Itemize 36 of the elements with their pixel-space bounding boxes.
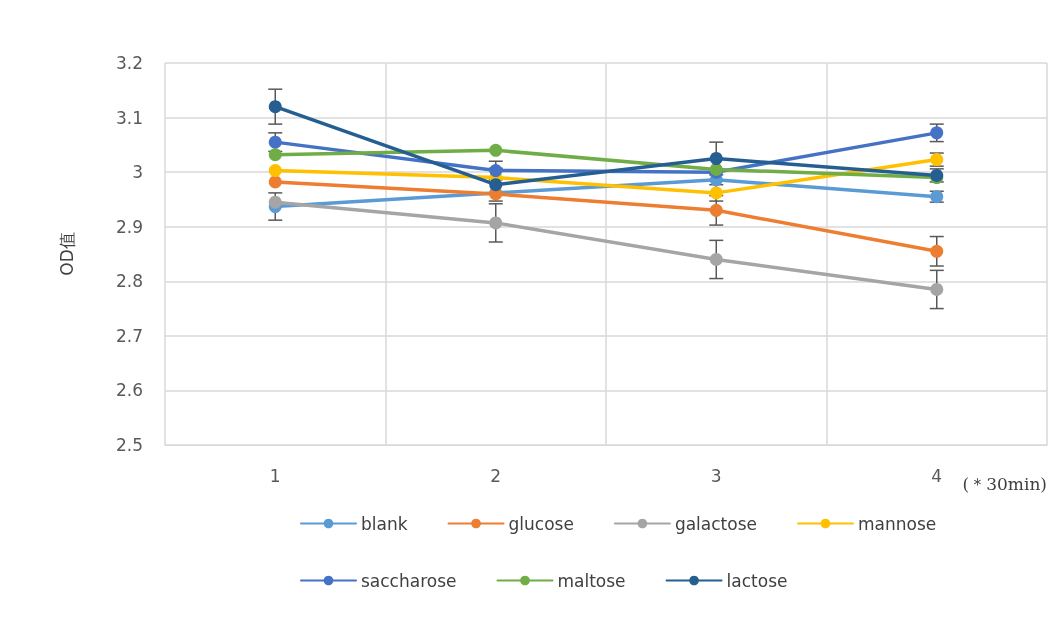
x-tick-label: 3 xyxy=(710,465,722,486)
x-tick-label: 4 xyxy=(931,465,943,486)
point xyxy=(489,164,503,177)
y-tick-label: 2.7 xyxy=(115,325,143,346)
point xyxy=(268,100,282,114)
y-tick-label: 2.6 xyxy=(115,380,143,401)
y-tick-label: 3.2 xyxy=(115,53,143,73)
point xyxy=(268,175,282,189)
legend-label: glucose xyxy=(508,513,574,534)
x-axis-title: (＊30min) xyxy=(962,473,1047,494)
legend-label: saccharose xyxy=(361,570,457,591)
point xyxy=(709,252,723,266)
legend-label: mannose xyxy=(857,513,937,534)
point xyxy=(930,282,944,296)
legend-label: blank xyxy=(361,513,408,534)
point xyxy=(930,244,944,258)
point xyxy=(489,143,503,157)
x-tick-label: 1 xyxy=(269,465,281,486)
legend-label: galactose xyxy=(674,513,757,534)
point xyxy=(709,152,723,165)
point xyxy=(268,135,282,149)
y-tick-label: 3 xyxy=(132,162,143,183)
y-tick-label: 2.9 xyxy=(115,216,143,237)
point xyxy=(268,195,282,209)
y-tick-label: 3.1 xyxy=(115,107,143,128)
point xyxy=(268,148,282,162)
legend-label: lactose xyxy=(726,570,788,591)
y-tick-label: 2.8 xyxy=(115,271,143,292)
y-axis-title: OD值 xyxy=(56,232,77,276)
x-tick-label: 2 xyxy=(490,465,502,486)
point xyxy=(268,164,282,177)
point xyxy=(489,178,503,192)
point xyxy=(489,216,503,230)
y-tick-label: 2.5 xyxy=(115,435,143,455)
point xyxy=(709,203,723,217)
legend-label: maltose xyxy=(557,570,626,591)
